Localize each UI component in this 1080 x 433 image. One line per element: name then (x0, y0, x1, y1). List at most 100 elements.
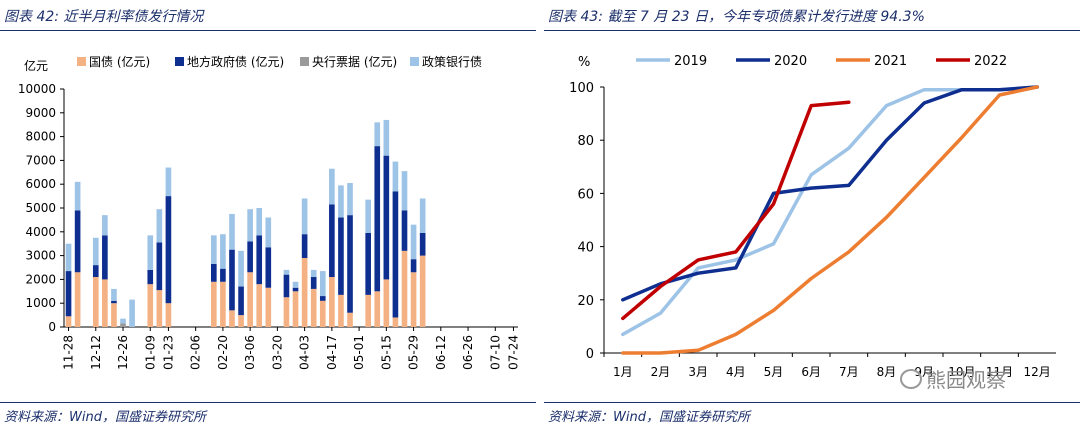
x-tick-label: 12月 (1024, 365, 1051, 379)
right-top-rule (544, 30, 1080, 31)
legend-swatch (300, 57, 309, 66)
legend-label: 政策银行债 (422, 55, 482, 69)
bar-segment (292, 281, 299, 288)
bar-segment (129, 299, 135, 327)
legend-label: 央行票据 (亿元) (312, 54, 397, 69)
y-tick-label: 20 (577, 294, 594, 309)
right-source-note: 资料来源：Wind，国盛证券研究所 (548, 410, 750, 425)
bar-segment (383, 119, 390, 156)
right-bottom-rule (544, 402, 1080, 403)
bar-segment (329, 168, 335, 205)
legend-label: 2019 (674, 54, 707, 69)
x-tick-label: 02-20 (216, 335, 230, 370)
bar-segment (319, 300, 326, 327)
x-tick-label: 10月 (948, 365, 975, 379)
x-tick-label: 05-15 (379, 335, 393, 370)
bar-segment (256, 235, 263, 285)
y-tick-label: 5000 (25, 201, 56, 215)
bar-segment (211, 281, 217, 327)
bar-segment (374, 122, 381, 147)
x-tick-label: 11-28 (62, 335, 76, 370)
bar-segment (165, 303, 172, 327)
bar-segment (301, 198, 308, 235)
wechat-icon (900, 369, 922, 389)
bar-segment (292, 287, 299, 292)
bar-segment (211, 263, 217, 282)
bar-segment (247, 272, 253, 327)
bar-segment (419, 232, 426, 256)
legend-label: 2021 (874, 54, 907, 69)
y-tick-label: 7000 (25, 153, 56, 167)
x-tick-label: 5月 (764, 365, 784, 379)
legend-swatch (77, 57, 86, 66)
bar-segment (310, 269, 317, 278)
x-tick-label: 05-29 (407, 335, 421, 370)
bar-segment (65, 243, 72, 272)
bar-segment (319, 296, 326, 301)
bar-segment (156, 209, 163, 243)
bar-segment (220, 234, 226, 269)
bar-segment (383, 279, 390, 327)
bar-segment (392, 191, 399, 318)
bar-segment (229, 310, 235, 327)
bar-segment (319, 271, 326, 297)
y-tick-label: 0 (586, 347, 594, 362)
bar-segment (165, 167, 172, 197)
bar-segment (165, 196, 172, 304)
y-tick-label: 8000 (25, 130, 56, 144)
bar-segment (338, 185, 344, 218)
right-panel: 图表 43: 截至 7 月 23 日，今年专项债累计发行进度 94.3% 0 20… (544, 0, 1080, 433)
bar-segment (301, 257, 308, 327)
bar-segment (156, 290, 163, 327)
bar-segment (383, 155, 390, 280)
bar-segment (229, 213, 235, 250)
bar-segment (283, 269, 290, 275)
bar-chart: 0 1000 2000 3000 4000 5000 6000 7000 8000 9000 100… (18, 54, 521, 370)
x-tick-label: 02-06 (189, 335, 203, 370)
bar-segment (220, 281, 226, 327)
x-tick-label: 07-10 (488, 335, 502, 370)
bar-segment (392, 161, 399, 192)
bar-segment (156, 242, 163, 291)
bar-segment (347, 215, 353, 313)
bar-segment (211, 235, 217, 264)
bar-segment (147, 269, 154, 285)
bar-segment (292, 291, 299, 327)
bar-segment (147, 284, 154, 327)
x-tick-label: 12-12 (89, 335, 103, 370)
left-top-rule (0, 30, 536, 31)
bar-segment (283, 274, 290, 298)
bar-segment (329, 277, 335, 327)
bar-segment (102, 279, 108, 327)
bar-segment (410, 224, 417, 260)
bar-segment (238, 286, 244, 316)
y-tick-label: 100 (569, 81, 594, 96)
bar-segment (401, 171, 408, 211)
y-tick-label: 10000 (18, 82, 56, 96)
x-tick-label: 01-09 (143, 335, 157, 370)
x-tick-label: 07-24 (506, 335, 520, 370)
left-source-note: 资料来源：Wind，国盛证券研究所 (4, 410, 206, 425)
bar-segment (92, 237, 99, 266)
bar-segment (102, 235, 108, 280)
bar-segment (247, 209, 253, 242)
y-tick-label: 40 (577, 241, 594, 256)
legend-label: 地方政府债 (亿元) (187, 54, 284, 69)
bar-segment (365, 294, 371, 327)
bar-segment (392, 317, 399, 327)
bar-segment (410, 259, 417, 273)
y-tick-label: 6000 (25, 177, 56, 191)
bar-segment (365, 232, 371, 295)
y-tick-label: 3000 (25, 249, 56, 263)
bar-segment (256, 284, 263, 327)
bar-segment (338, 294, 344, 327)
bar-segment (419, 198, 426, 233)
bar-segment (74, 181, 81, 211)
x-tick-label: 1月 (613, 365, 633, 379)
bar-segment (374, 146, 381, 292)
bar-segment (265, 217, 272, 248)
bar-segment (256, 208, 263, 236)
bar-segment (238, 250, 244, 287)
bar-segment (301, 234, 308, 258)
